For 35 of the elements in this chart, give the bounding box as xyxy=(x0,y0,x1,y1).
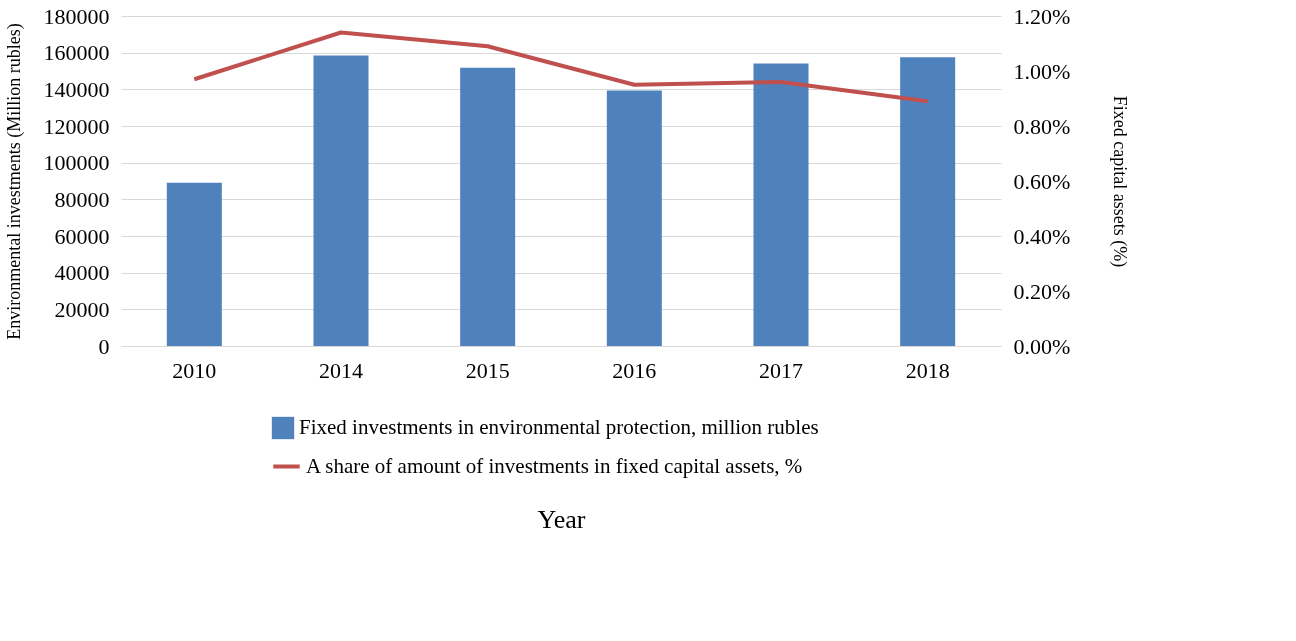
y-tick-label: 80000 xyxy=(54,186,110,212)
x-tick-label: 2010 xyxy=(172,357,217,383)
y-tick-label: 160000 xyxy=(43,40,110,66)
y2-tick-label: 0.20% xyxy=(1013,278,1071,304)
y2-tick-label: 1.00% xyxy=(1013,58,1071,84)
y-axis-title: Environmental investments (Million rubles) xyxy=(3,23,25,340)
x-tick-label: 2018 xyxy=(905,357,950,383)
x-tick-label: 2017 xyxy=(759,357,803,383)
bar xyxy=(753,63,809,346)
x-tick-label: 2016 xyxy=(612,357,657,383)
y-tick-label: 40000 xyxy=(54,260,110,286)
y-tick-label: 100000 xyxy=(43,150,110,176)
bar xyxy=(606,90,662,346)
line-series xyxy=(192,30,930,104)
y2-axis-title: Fixed capital assets (%) xyxy=(1109,95,1131,268)
legend-label: Fixed investments in environmental protection, million rubles xyxy=(299,415,819,439)
x-tick-label: 2014 xyxy=(319,357,363,383)
x-axis-title: Year xyxy=(537,504,586,534)
x-tick-label: 2015 xyxy=(465,357,510,383)
y2-tick-label: 0.60% xyxy=(1013,168,1071,194)
y-tick-label: 140000 xyxy=(43,76,110,102)
y2-tick-label: 1.20% xyxy=(1013,3,1071,29)
bar xyxy=(313,55,369,346)
y2-tick-label: 0.00% xyxy=(1013,333,1071,359)
y-tick-label: 0 xyxy=(98,333,110,359)
y2-tick-label: 0.80% xyxy=(1013,113,1071,139)
y-tick-label: 120000 xyxy=(43,113,110,139)
y-tick-label: 180000 xyxy=(43,3,110,29)
legend-label: A share of amount of investments in fixed capital assets, % xyxy=(306,453,803,478)
bar xyxy=(166,182,222,346)
y-tick-label: 20000 xyxy=(54,296,110,322)
bar xyxy=(900,57,956,346)
y-tick-label: 60000 xyxy=(54,223,110,249)
y2-tick-label: 0.40% xyxy=(1013,223,1071,249)
bar xyxy=(460,67,516,346)
